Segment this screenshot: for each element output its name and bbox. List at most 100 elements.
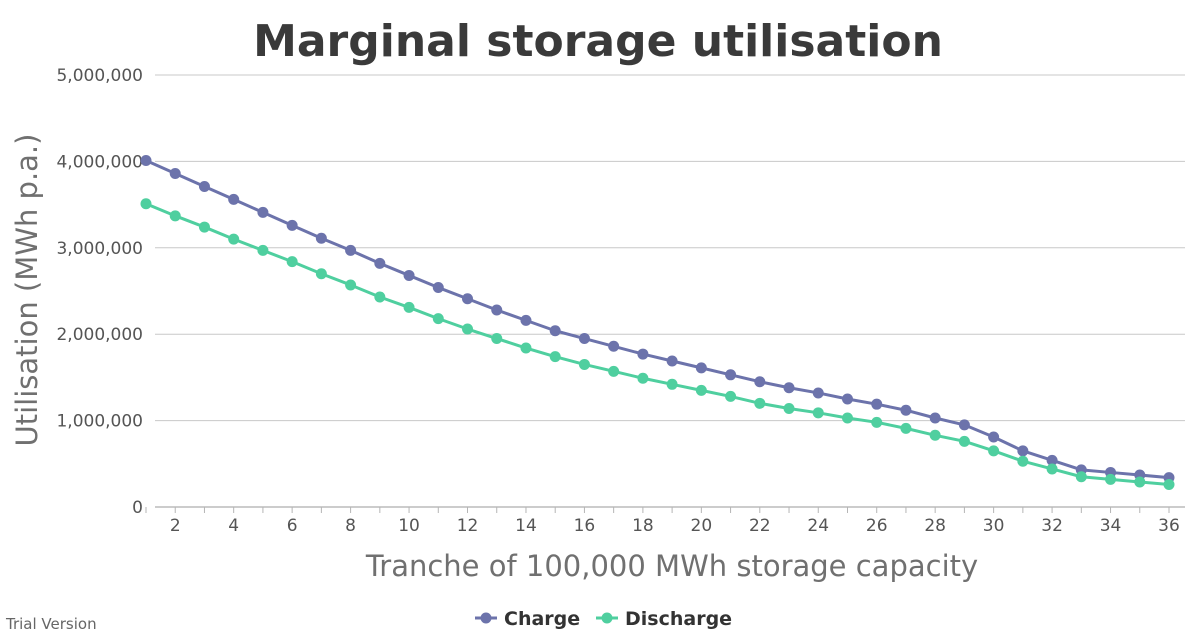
data-point-discharge[interactable] <box>578 358 590 370</box>
data-point-discharge[interactable] <box>169 210 181 222</box>
y-tick-label: 3,000,000 <box>56 239 143 259</box>
data-point-discharge[interactable] <box>549 351 561 363</box>
x-tick-label: 18 <box>632 516 654 536</box>
data-point-charge[interactable] <box>725 369 737 381</box>
data-point-discharge[interactable] <box>1134 476 1146 488</box>
data-point-discharge[interactable] <box>812 407 824 419</box>
data-point-discharge[interactable] <box>345 279 357 291</box>
legend-marker <box>480 612 492 624</box>
data-point-charge[interactable] <box>988 431 1000 443</box>
data-point-discharge[interactable] <box>315 268 327 280</box>
data-point-charge[interactable] <box>345 244 357 256</box>
data-point-discharge[interactable] <box>841 412 853 424</box>
data-point-discharge[interactable] <box>988 445 1000 457</box>
data-point-discharge[interactable] <box>1046 463 1058 475</box>
legend-label: Discharge <box>625 608 732 630</box>
data-point-charge[interactable] <box>578 333 590 345</box>
legend-item-charge[interactable]: Charge <box>475 608 580 630</box>
data-point-charge[interactable] <box>403 269 415 281</box>
data-point-charge[interactable] <box>257 206 269 218</box>
x-tick-label: 36 <box>1158 516 1180 536</box>
data-point-discharge[interactable] <box>1017 455 1029 467</box>
data-point-discharge[interactable] <box>754 397 766 409</box>
data-point-charge[interactable] <box>549 325 561 337</box>
data-point-discharge[interactable] <box>228 233 240 245</box>
data-point-charge[interactable] <box>812 387 824 399</box>
y-tick-label: 1,000,000 <box>56 412 143 432</box>
chart-title: Marginal storage utilisation <box>253 16 943 67</box>
data-point-charge[interactable] <box>491 304 503 316</box>
series-line-charge <box>145 159 1170 480</box>
series-line-discharge <box>145 202 1170 487</box>
data-point-discharge[interactable] <box>198 221 210 233</box>
data-point-charge[interactable] <box>666 355 678 367</box>
data-point-discharge[interactable] <box>725 390 737 402</box>
y-axis-ticks: 0 1,000,000 2,000,000 3,000,000 4,000,000 5,0… <box>56 66 143 518</box>
data-point-charge[interactable] <box>900 404 912 416</box>
data-point-charge[interactable] <box>1017 445 1029 457</box>
x-tick-label: 30 <box>983 516 1005 536</box>
data-point-discharge[interactable] <box>929 429 941 441</box>
data-point-discharge[interactable] <box>462 323 474 335</box>
data-point-discharge[interactable] <box>958 435 970 447</box>
data-point-charge[interactable] <box>520 314 532 326</box>
x-tick-label: 20 <box>691 516 713 536</box>
data-point-charge[interactable] <box>871 398 883 410</box>
data-point-charge[interactable] <box>140 155 152 167</box>
data-point-charge[interactable] <box>637 348 649 360</box>
x-tick-label: 24 <box>807 516 829 536</box>
series-charge <box>140 155 1175 484</box>
x-tick-label: 6 <box>287 516 298 536</box>
data-point-discharge[interactable] <box>140 198 152 210</box>
data-point-discharge[interactable] <box>520 342 532 354</box>
y-tick-label: 5,000,000 <box>56 66 143 86</box>
x-tick-label: 8 <box>345 516 356 536</box>
data-point-charge[interactable] <box>754 376 766 388</box>
data-point-discharge[interactable] <box>637 372 649 384</box>
data-point-discharge[interactable] <box>783 403 795 415</box>
data-point-discharge[interactable] <box>900 422 912 434</box>
data-point-charge[interactable] <box>315 232 327 244</box>
grid-lines <box>155 74 1185 508</box>
data-point-discharge[interactable] <box>871 416 883 428</box>
data-point-charge[interactable] <box>608 340 620 352</box>
legend-marker <box>601 612 613 624</box>
data-point-charge[interactable] <box>198 180 210 192</box>
y-tick-label: 0 <box>132 498 143 518</box>
data-point-charge[interactable] <box>286 219 298 231</box>
data-point-charge[interactable] <box>958 419 970 431</box>
data-point-charge[interactable] <box>374 257 386 269</box>
data-point-discharge[interactable] <box>608 365 620 377</box>
data-point-discharge[interactable] <box>1163 479 1175 491</box>
data-point-discharge[interactable] <box>695 384 707 396</box>
x-tick-label: 12 <box>457 516 479 536</box>
x-tick-label: 14 <box>515 516 537 536</box>
y-tick-label: 4,000,000 <box>56 152 143 172</box>
data-point-discharge[interactable] <box>286 256 298 268</box>
data-point-discharge[interactable] <box>491 333 503 345</box>
data-point-discharge[interactable] <box>1105 473 1117 485</box>
data-point-discharge[interactable] <box>257 244 269 256</box>
data-point-discharge[interactable] <box>1075 471 1087 483</box>
legend-item-discharge[interactable]: Discharge <box>596 608 732 630</box>
data-point-charge[interactable] <box>783 382 795 394</box>
data-point-discharge[interactable] <box>374 291 386 303</box>
data-point-charge[interactable] <box>695 362 707 374</box>
x-tick-label: 10 <box>398 516 420 536</box>
legend[interactable]: Charge Discharge <box>475 608 732 630</box>
data-point-charge[interactable] <box>1046 454 1058 466</box>
data-point-charge[interactable] <box>432 282 444 294</box>
data-point-charge[interactable] <box>169 167 181 179</box>
y-tick-label: 2,000,000 <box>56 325 143 345</box>
data-point-charge[interactable] <box>228 193 240 205</box>
data-point-discharge[interactable] <box>432 313 444 325</box>
data-point-charge[interactable] <box>841 393 853 405</box>
x-axis-label: Tranche of 100,000 MWh storage capacity <box>365 549 978 583</box>
data-point-discharge[interactable] <box>666 378 678 390</box>
x-tick-label: 34 <box>1100 516 1122 536</box>
data-point-discharge[interactable] <box>403 301 415 313</box>
data-point-charge[interactable] <box>929 412 941 424</box>
data-point-charge[interactable] <box>462 293 474 305</box>
x-tick-label: 4 <box>228 516 239 536</box>
